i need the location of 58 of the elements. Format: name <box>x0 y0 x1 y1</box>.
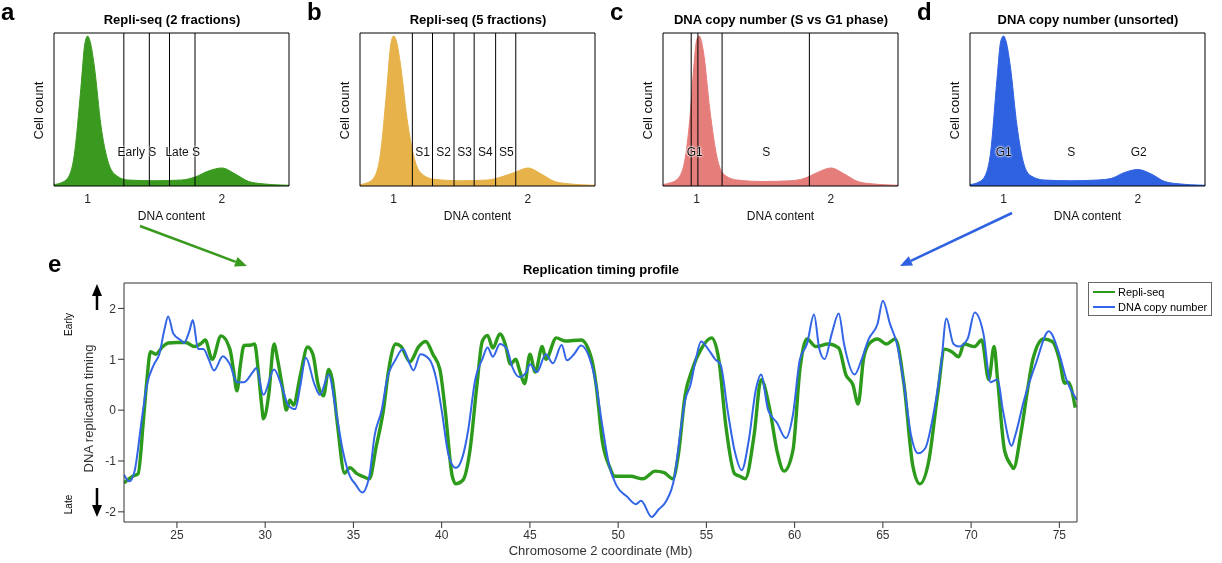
x-tick-label: 1 <box>390 191 398 206</box>
line-series <box>124 299 1077 518</box>
x-tick-label: 1 <box>693 191 701 206</box>
x-tick-label: 40 <box>434 527 449 542</box>
annotation: G2 <box>1129 145 1148 159</box>
y-tick-label: 2 <box>109 301 117 316</box>
text: e <box>48 250 62 278</box>
x-axis-title: DNA content <box>443 209 512 223</box>
x-axis-title: Chromosome 2 coordinate (Mb) <box>508 543 693 558</box>
x-tick-label: 30 <box>258 527 273 542</box>
y-axis-title: Cell count <box>336 81 352 140</box>
x-tick-label: 50 <box>611 527 626 542</box>
annotation: S2 <box>436 145 451 159</box>
text: c <box>610 0 624 26</box>
x-axis-title: DNA content <box>1053 209 1122 223</box>
x-tick-label: 60 <box>787 527 802 542</box>
x-tick-label: 35 <box>346 527 361 542</box>
y-axis-title: Cell count <box>639 81 655 140</box>
y-tick-label: 1 <box>109 352 117 367</box>
chart-title: Replication timing profile <box>522 262 680 277</box>
y-axis-title: DNA replication timing <box>80 344 96 473</box>
chart-title: Repli-seq (2 fractions) <box>102 12 242 27</box>
x-tick-label: 2 <box>524 191 532 206</box>
x-tick-label: 70 <box>964 527 979 542</box>
annotation: S4 <box>478 145 493 159</box>
annotation: S5 <box>498 145 514 159</box>
x-tick-label: 25 <box>170 527 184 542</box>
x-tick-label: 55 <box>699 527 714 542</box>
chart-title: DNA copy number (unsorted) <box>996 12 1180 27</box>
x-tick-label: 1 <box>84 191 92 206</box>
chart-title: Repli-seq (5 fractions) <box>408 12 548 27</box>
x-tick-label: 75 <box>1052 527 1067 542</box>
x-tick-label: 2 <box>1134 191 1142 206</box>
y-axis-title: Cell count <box>30 81 46 140</box>
text: b <box>307 0 322 26</box>
text: a <box>1 0 15 26</box>
x-tick-label: 45 <box>523 527 537 542</box>
x-tick-label: 2 <box>218 191 226 206</box>
x-axis-title: DNA content <box>137 209 206 223</box>
legend-label: Repli-seq <box>1117 284 1166 299</box>
y-tick-label: -2 <box>105 505 117 520</box>
text: Early <box>62 312 74 338</box>
y-tick-label: -1 <box>105 454 117 469</box>
x-tick-label: 2 <box>827 191 835 206</box>
annotation: S1 <box>415 145 431 159</box>
y-axis-title: Cell count <box>946 81 962 140</box>
text: Late <box>62 493 74 517</box>
annotation: S3 <box>457 145 472 159</box>
y-tick-label: 0 <box>109 403 117 418</box>
annotation: G1 <box>994 145 1013 159</box>
text: d <box>917 0 932 26</box>
chart-title: DNA copy number (S vs G1 phase) <box>672 12 890 27</box>
annotation: S <box>1066 145 1077 159</box>
annotation: S <box>761 145 772 159</box>
x-tick-label: 1 <box>1000 191 1008 206</box>
x-axis-title: DNA content <box>746 209 815 223</box>
legend-label: DNA copy number <box>1117 299 1208 314</box>
x-tick-label: 65 <box>876 527 890 542</box>
